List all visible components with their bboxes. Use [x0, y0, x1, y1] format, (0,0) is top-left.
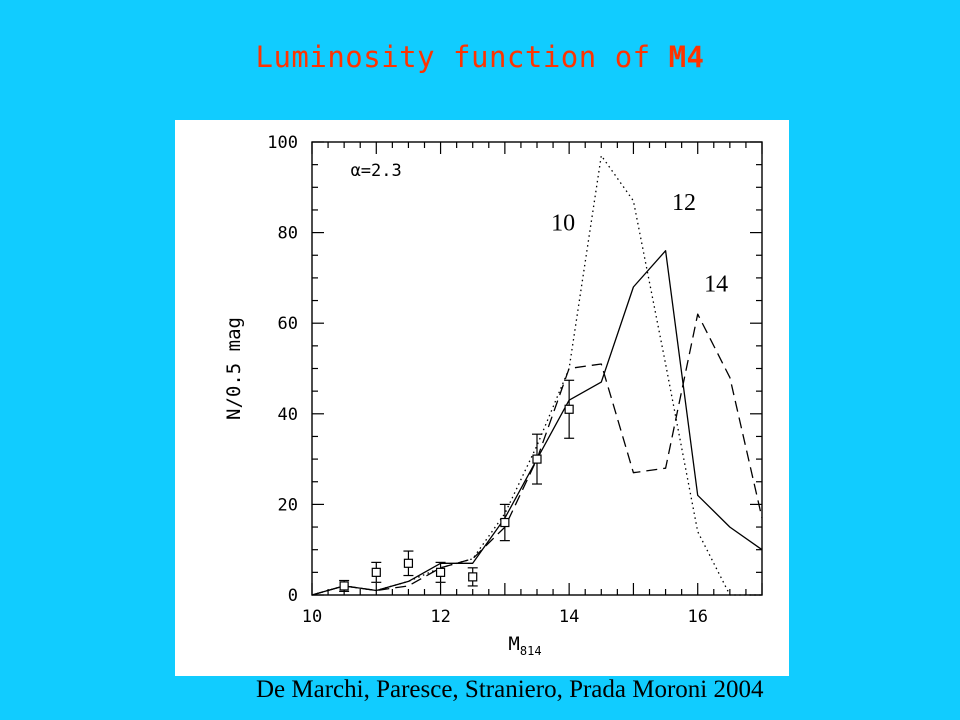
curve-label-12: 12 — [672, 190, 696, 216]
slide-title: Luminosity function of M4 — [0, 40, 960, 74]
observed-point — [564, 404, 574, 414]
series-line-12 — [311, 250, 763, 596]
y-tick-label: 100 — [267, 133, 298, 153]
chart-text-labels: 10 12 14 16 0 20 40 60 80 100 M814 N/0.5 mag α=2.3 10… — [223, 133, 728, 658]
x-tick-label: 10 — [302, 607, 322, 627]
x-axis-label: M814 — [508, 633, 541, 658]
curve-label-14: 14 — [704, 271, 728, 297]
y-tick-label: 20 — [278, 495, 298, 515]
observed-point — [468, 572, 478, 582]
y-tick-label: 60 — [278, 314, 298, 334]
observed-point — [371, 567, 381, 577]
y-tick-label: 80 — [278, 224, 298, 244]
slide-title-object: M4 — [668, 40, 705, 74]
observed-point — [435, 567, 446, 577]
chart-observed-points — [339, 379, 575, 592]
luminosity-function-chart: 10 12 14 16 0 20 40 60 80 100 M814 N/0.5 mag α=2.3 10… — [223, 133, 763, 658]
citation: De Marchi, Paresce, Straniero, Prada Mor… — [256, 676, 764, 703]
chart-ticks — [311, 141, 763, 596]
y-axis-label: N/0.5 mag — [223, 317, 245, 420]
alpha-annotation: α=2.3 — [351, 161, 402, 181]
observed-point — [403, 558, 414, 568]
y-tick-label: 40 — [278, 405, 298, 425]
series-line-10 — [311, 154, 762, 596]
observed-point — [500, 517, 510, 528]
x-tick-label: 12 — [430, 607, 450, 627]
plot-panel: 10 12 14 16 0 20 40 60 80 100 M814 N/0.5 mag α=2.3 10… — [175, 120, 789, 676]
curve-label-10: 10 — [551, 210, 575, 236]
x-tick-label: 16 — [687, 607, 707, 627]
series-line-14 — [311, 313, 763, 596]
x-tick-label: 14 — [559, 607, 579, 627]
observed-point — [339, 581, 349, 591]
observed-point — [532, 454, 542, 464]
chart-series — [311, 154, 763, 596]
slide-title-prefix: Luminosity function of — [255, 40, 669, 74]
y-tick-label: 0 — [288, 586, 298, 606]
